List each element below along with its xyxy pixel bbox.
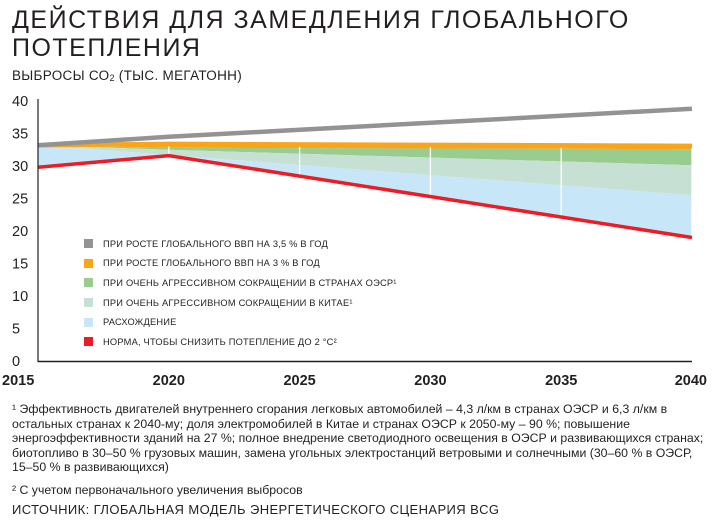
y-tick-label-0: 0 bbox=[12, 354, 20, 370]
x-tick-label-2035: 2035 bbox=[545, 373, 577, 389]
y-tick-label-30: 30 bbox=[12, 159, 28, 175]
legend-item-4: ПРИ ОЧЕНЬ АГРЕССИВНОМ СОКРАЩЕНИИ В КИТАЕ… bbox=[84, 293, 397, 313]
y-tick-label-40: 40 bbox=[12, 94, 28, 110]
y-tick-label-15: 15 bbox=[12, 257, 28, 273]
source-note: ИСТОЧНИК: ГЛОБАЛЬНАЯ МОДЕЛЬ ЭНЕРГЕТИЧЕСК… bbox=[12, 502, 500, 517]
y-tick-label-20: 20 bbox=[12, 224, 28, 240]
legend-swatch-4 bbox=[84, 298, 93, 308]
y-axis-label-main: ВЫБРОСЫ СО bbox=[12, 68, 110, 83]
legend-label-4: ПРИ ОЧЕНЬ АГРЕССИВНОМ СОКРАЩЕНИИ В КИТАЕ… bbox=[103, 297, 353, 308]
legend-item-2: ПРИ РОСТЕ ГЛОБАЛЬНОГО ВВП НА 3 % В ГОД bbox=[84, 254, 397, 274]
x-tick-label-2020: 2020 bbox=[153, 373, 185, 389]
legend-item-6: НОРМА, ЧТОБЫ СНИЗИТЬ ПОТЕПЛЕНИЕ ДО 2 °С² bbox=[84, 332, 397, 352]
y-axis-label-subscript: 2 bbox=[109, 73, 115, 83]
legend-swatch-3 bbox=[84, 278, 93, 288]
x-tick-label-2030: 2030 bbox=[414, 373, 446, 389]
y-axis-label: ВЫБРОСЫ СО2 (ТЫС. МЕГАТОНН) bbox=[12, 68, 242, 83]
legend-item-5: РАСХОЖДЕНИЕ bbox=[84, 312, 397, 332]
legend-label-5: РАСХОЖДЕНИЕ bbox=[103, 317, 177, 328]
legend-label-1: ПРИ РОСТЕ ГЛОБАЛЬНОГО ВВП НА 3,5 % В ГОД bbox=[103, 238, 329, 249]
legend-swatch-2 bbox=[84, 258, 93, 268]
chart-title: ДЕЙСТВИЯ ДЛЯ ЗАМЕДЛЕНИЯ ГЛОБАЛЬНОГО ПОТЕ… bbox=[12, 6, 630, 62]
legend-swatch-1 bbox=[84, 239, 93, 249]
legend-label-6: НОРМА, ЧТОБЫ СНИЗИТЬ ПОТЕПЛЕНИЕ ДО 2 °С² bbox=[103, 336, 337, 347]
footnote-1: ¹ Эффективность двигателей внутреннего с… bbox=[12, 402, 704, 475]
legend-swatch-5 bbox=[84, 317, 93, 327]
x-tick-label-2015: 2015 bbox=[2, 373, 34, 389]
legend-item-3: ПРИ ОЧЕНЬ АГРЕССИВНОМ СОКРАЩЕНИИ В СТРАН… bbox=[84, 273, 397, 293]
x-tick-label-2025: 2025 bbox=[283, 373, 315, 389]
legend-item-1: ПРИ РОСТЕ ГЛОБАЛЬНОГО ВВП НА 3,5 % В ГОД bbox=[84, 234, 397, 254]
y-tick-label-10: 10 bbox=[12, 289, 28, 305]
footnote-2: ² С учетом первоначального увеличения вы… bbox=[12, 482, 303, 497]
footnotes: ¹ Эффективность двигателей внутреннего с… bbox=[12, 402, 712, 498]
gdp-3-line bbox=[37, 141, 693, 149]
chart-legend: ПРИ РОСТЕ ГЛОБАЛЬНОГО ВВП НА 3,5 % В ГОД… bbox=[84, 234, 397, 352]
y-tick-label-5: 5 bbox=[12, 322, 20, 338]
band-2 bbox=[38, 145, 692, 166]
gdp-35-line bbox=[37, 106, 693, 148]
y-tick-label-35: 35 bbox=[12, 127, 28, 143]
legend-label-3: ПРИ ОЧЕНЬ АГРЕССИВНОМ СОКРАЩЕНИИ В СТРАН… bbox=[103, 277, 397, 288]
y-tick-label-25: 25 bbox=[12, 192, 28, 208]
x-tick-label-2040: 2040 bbox=[675, 373, 707, 389]
y-axis-label-unit: (ТЫС. МЕГАТОНН) bbox=[114, 68, 242, 83]
legend-label-2: ПРИ РОСТЕ ГЛОБАЛЬНОГО ВВП НА 3 % В ГОД bbox=[103, 258, 320, 269]
legend-swatch-6 bbox=[84, 337, 93, 347]
two-degree-line bbox=[37, 153, 693, 240]
